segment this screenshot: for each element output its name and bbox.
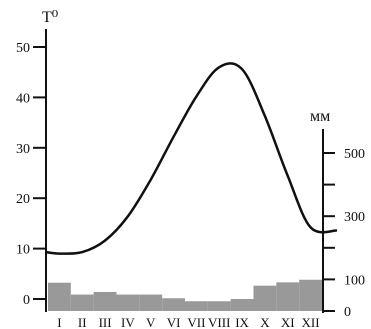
precipitation-bar [207, 301, 231, 311]
month-label: I [57, 315, 61, 329]
precipitation-bar [276, 282, 300, 311]
precipitation-bar [116, 294, 140, 311]
precipitation-tick-label: 300 [344, 210, 365, 225]
temperature-tick-label: 30 [16, 142, 30, 157]
month-label: IV [121, 315, 135, 329]
precipitation-axis-label: мм [310, 108, 330, 125]
precipitation-tick-label: 0 [344, 305, 351, 320]
month-label: II [78, 315, 87, 329]
month-label: VII [187, 315, 205, 329]
month-label: IX [235, 315, 249, 329]
temperature-axis: T⁰ 0 10 20 30 40 50 [16, 9, 58, 312]
temperature-axis-label: T⁰ [42, 9, 58, 26]
month-label: XII [302, 315, 320, 329]
precipitation-axis: мм 0 100 300 500 [310, 108, 365, 320]
precipitation-bar [162, 298, 185, 311]
month-labels: I II III IV V VI VII VIII IX X XI XII [57, 315, 319, 329]
precipitation-bar [70, 294, 94, 311]
precipitation-bar [139, 294, 163, 311]
month-label: VIII [208, 315, 230, 329]
precipitation-bar [48, 282, 71, 311]
month-label: X [260, 315, 270, 329]
precipitation-bar [253, 285, 277, 311]
month-label: III [99, 315, 112, 329]
temperature-line [45, 62, 338, 255]
temperature-tick-label: 40 [16, 91, 30, 106]
temperature-tick-label: 50 [16, 41, 30, 56]
precipitation-tick-label: 100 [344, 273, 365, 288]
precipitation-tick-label: 500 [344, 147, 365, 162]
precipitation-bar [185, 301, 208, 311]
month-label: VI [167, 315, 181, 329]
precipitation-bar [230, 299, 254, 311]
precipitation-bar [299, 279, 322, 311]
precipitation-bar [93, 291, 117, 311]
temperature-tick-label: 20 [16, 192, 30, 207]
temperature-tick-label: 10 [16, 243, 30, 258]
temperature-tick-label: 0 [23, 293, 30, 308]
month-label: V [146, 315, 156, 329]
month-label: XI [281, 315, 295, 329]
precipitation-bars [48, 279, 322, 311]
